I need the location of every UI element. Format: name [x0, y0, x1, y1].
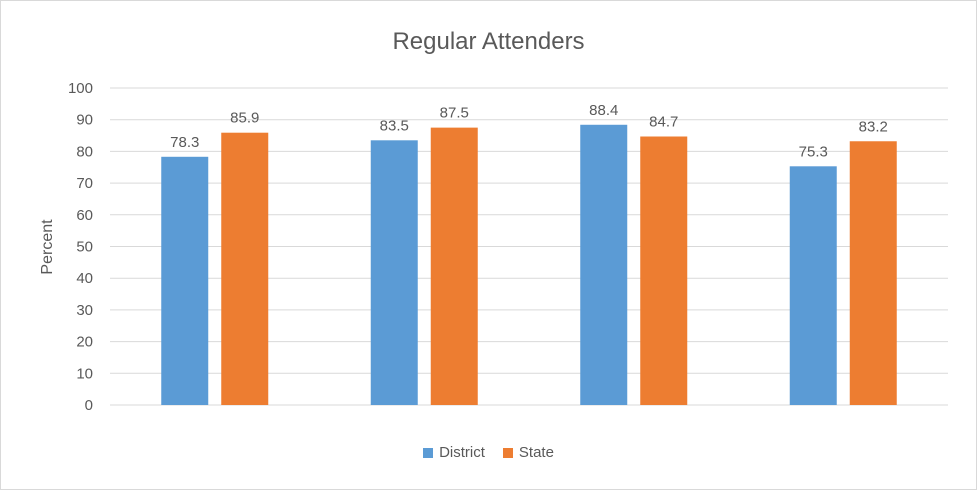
y-tick-label: 100: [68, 80, 93, 97]
data-label: 83.5: [380, 117, 409, 134]
bar-state: [221, 132, 269, 405]
bar-state: [640, 136, 688, 405]
legend: District State: [0, 444, 977, 461]
legend-item-state: State: [502, 444, 554, 461]
data-label: 87.5: [440, 105, 469, 122]
legend-item-district: District: [423, 444, 485, 461]
bar-state: [849, 141, 897, 406]
legend-label-district: District: [439, 444, 485, 461]
y-tick-label: 50: [76, 239, 93, 256]
data-label: 88.4: [589, 102, 618, 119]
y-tick-labels: 0 10 20 30 40 50 60 70 80 90 100: [68, 80, 93, 414]
bars: [161, 124, 897, 406]
legend-label-state: State: [518, 444, 554, 461]
bar-district: [580, 124, 628, 405]
y-tick-label: 0: [85, 397, 93, 414]
data-label: 84.7: [649, 114, 678, 131]
y-tick-label: 80: [76, 143, 93, 160]
bar-district: [161, 156, 209, 405]
bar-district: [370, 140, 418, 405]
y-tick-label: 40: [76, 270, 93, 287]
y-tick-label: 70: [76, 175, 93, 192]
data-label: 85.9: [230, 110, 259, 127]
data-labels: 78.3 85.9 83.5 87.5 88.4 84.7 75.3 83.2: [170, 102, 888, 161]
y-tick-label: 30: [76, 302, 93, 319]
legend-swatch-district: [423, 447, 434, 458]
data-label: 78.3: [170, 134, 199, 151]
bar-district: [789, 166, 837, 405]
y-tick-label: 90: [76, 112, 93, 129]
data-label: 75.3: [799, 143, 828, 160]
y-tick-label: 20: [76, 334, 93, 351]
bar-state: [430, 127, 478, 405]
data-label: 83.2: [859, 118, 888, 135]
y-tick-label: 10: [76, 365, 93, 382]
legend-swatch-state: [502, 447, 513, 458]
y-axis-label: Percent: [39, 219, 56, 275]
chart-title: Regular Attenders: [392, 28, 585, 55]
y-tick-label: 60: [76, 207, 93, 224]
